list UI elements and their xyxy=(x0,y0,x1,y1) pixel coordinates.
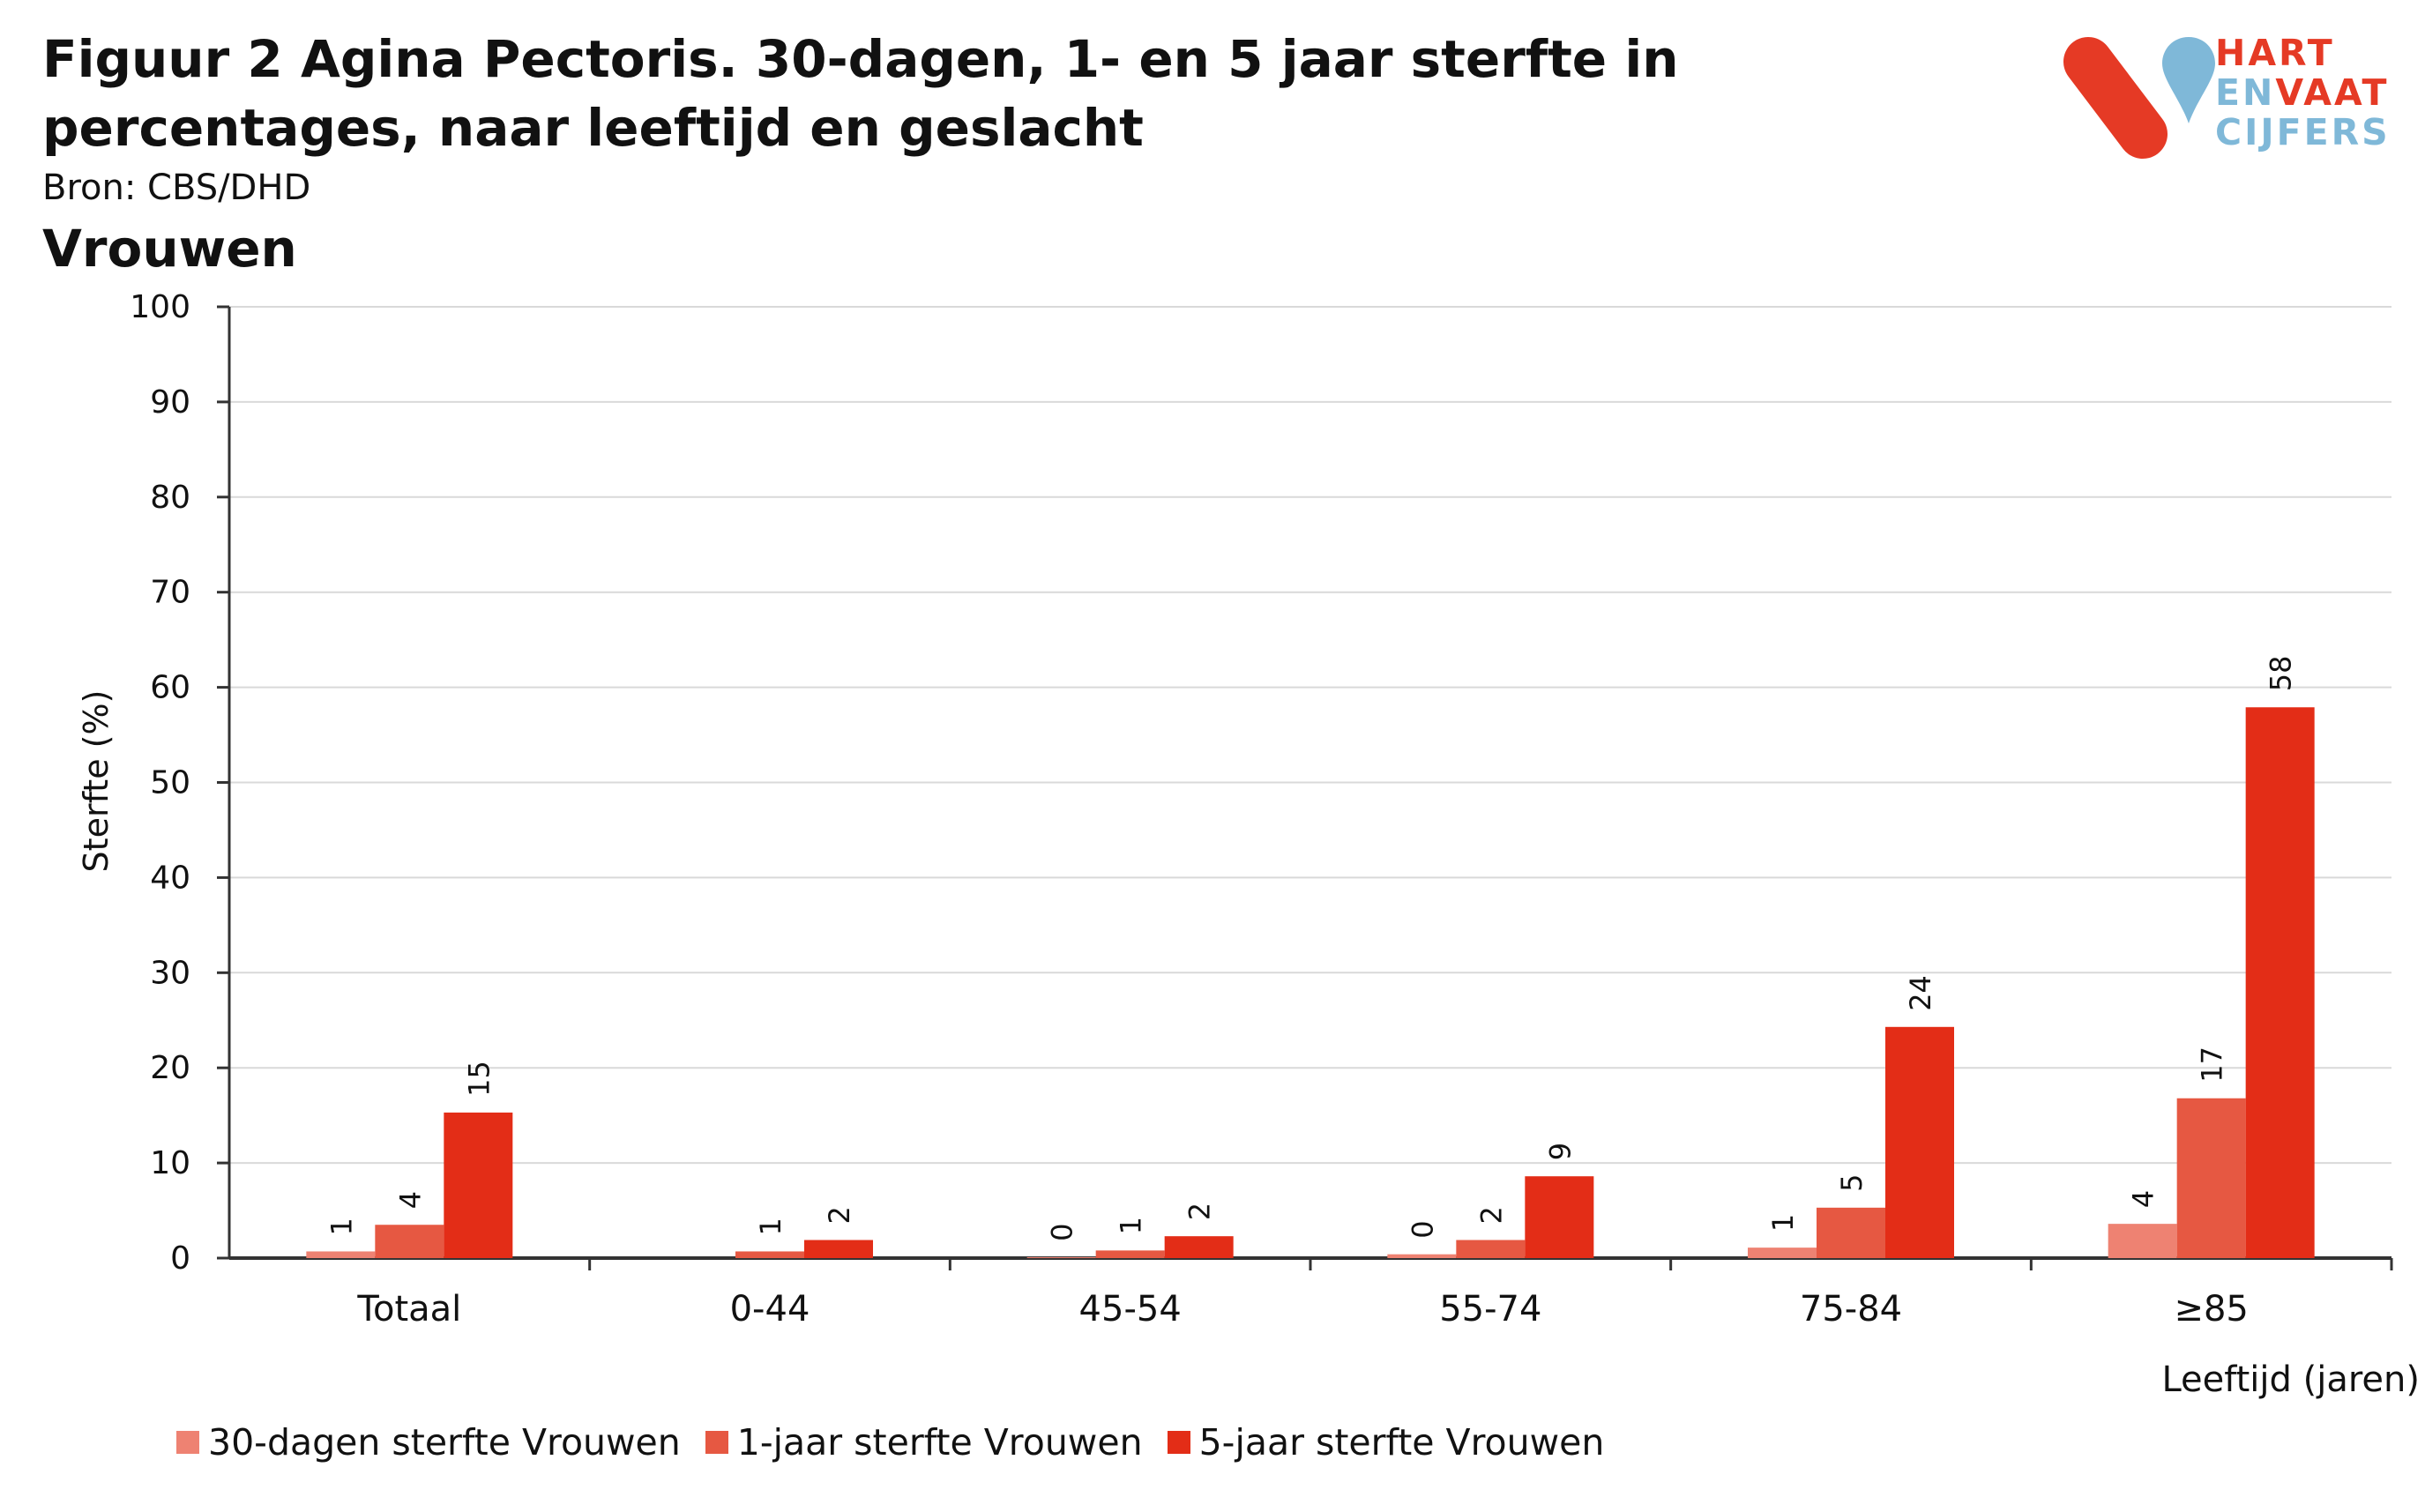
bar-1-0 xyxy=(375,1225,444,1258)
logo-line-3: CIJFERS xyxy=(2215,111,2391,153)
legend-label-5-jaar: 5-jaar sterfte Vrouwen xyxy=(1198,1421,1605,1464)
bar-1-5 xyxy=(2176,1098,2246,1258)
data-label-0-5: 4 xyxy=(2127,1190,2160,1208)
y-tick-label-20: 20 xyxy=(150,1050,190,1086)
data-label-2-2: 2 xyxy=(1183,1203,1217,1220)
logo-red-stroke xyxy=(2063,37,2168,159)
y-tick-label-70: 70 xyxy=(150,575,190,611)
logo-line-1: HART xyxy=(2215,32,2335,74)
logo-line-2a: EN xyxy=(2215,71,2276,114)
data-label-0-4: 1 xyxy=(1766,1214,1800,1232)
bar-1-3 xyxy=(1456,1240,1526,1258)
data-label-2-0: 15 xyxy=(462,1061,496,1097)
bar-1-1 xyxy=(735,1251,804,1258)
x-tick-label-2: 45-54 xyxy=(1079,1289,1182,1330)
x-tick-label-3: 55-74 xyxy=(1439,1289,1541,1330)
y-tick-label-90: 90 xyxy=(150,384,190,421)
bar-chart: 0102030405060708090100Totaal14150-441245… xyxy=(77,289,2420,1400)
y-axis-title: Sterfte (%) xyxy=(77,690,116,873)
legend-swatch-30-dagen xyxy=(176,1431,199,1454)
bar-2-1 xyxy=(804,1240,873,1258)
legend-item-5-jaar: 5-jaar sterfte Vrouwen xyxy=(1167,1421,1605,1464)
data-label-0-0: 1 xyxy=(325,1218,358,1235)
y-tick-label-100: 100 xyxy=(130,289,190,325)
y-tick-label-10: 10 xyxy=(150,1145,190,1181)
data-label-2-4: 24 xyxy=(1904,975,1937,1011)
data-label-0-3: 0 xyxy=(1406,1220,1439,1238)
legend-label-30-dagen: 30-dagen sterfte Vrouwen xyxy=(208,1421,681,1464)
x-tick-label-0: Totaal xyxy=(356,1289,461,1330)
bar-1-4 xyxy=(1817,1207,1885,1258)
data-label-1-1: 1 xyxy=(754,1218,787,1235)
bar-0-3 xyxy=(1387,1254,1457,1258)
bar-2-3 xyxy=(1525,1176,1594,1258)
data-label-0-2: 0 xyxy=(1046,1224,1079,1241)
chart-title: Figuur 2 Agina Pectoris. 30-dagen, 1- en… xyxy=(42,29,1679,158)
x-tick-label-1: 0-44 xyxy=(730,1289,810,1330)
bar-0-5 xyxy=(2108,1224,2177,1258)
logo-blue-drop xyxy=(2162,37,2215,123)
chart-subtitle: Vrouwen xyxy=(42,219,297,279)
x-tick-label-5: ≥85 xyxy=(2174,1289,2248,1330)
y-tick-label-40: 40 xyxy=(150,860,190,896)
bar-2-5 xyxy=(2245,707,2315,1258)
y-tick-label-30: 30 xyxy=(150,955,190,991)
x-tick-label-4: 75-84 xyxy=(1800,1289,1902,1330)
x-axis-title: Leeftijd (jaren) xyxy=(2161,1359,2420,1400)
bar-2-2 xyxy=(1164,1236,1234,1258)
bar-2-4 xyxy=(1885,1026,1954,1258)
y-tick-label-80: 80 xyxy=(150,480,190,516)
bar-0-0 xyxy=(306,1251,376,1258)
y-tick-label-50: 50 xyxy=(150,765,190,801)
data-label-2-1: 2 xyxy=(823,1206,856,1224)
data-label-1-2: 1 xyxy=(1115,1217,1148,1234)
y-tick-label-0: 0 xyxy=(170,1240,190,1277)
logo-wordmark: HART ENVAAT CIJFERS xyxy=(2215,34,2391,153)
legend-swatch-5-jaar xyxy=(1167,1431,1190,1454)
bar-0-4 xyxy=(1748,1248,1817,1258)
bar-0-2 xyxy=(1026,1256,1096,1258)
chart-legend: 30-dagen sterfte Vrouwen 1-jaar sterfte … xyxy=(176,1421,1604,1464)
data-label-1-3: 2 xyxy=(1474,1206,1508,1224)
bar-1-2 xyxy=(1095,1250,1165,1258)
y-tick-label-60: 60 xyxy=(150,670,190,706)
legend-swatch-1-jaar xyxy=(705,1431,728,1454)
source-note: Bron: CBS/DHD xyxy=(42,168,311,208)
logo-line-2b: VAAT xyxy=(2275,71,2390,114)
legend-label-1-jaar: 1-jaar sterfte Vrouwen xyxy=(736,1421,1143,1464)
data-label-1-5: 17 xyxy=(2196,1046,2229,1083)
legend-item-1-jaar: 1-jaar sterfte Vrouwen xyxy=(705,1421,1143,1464)
bar-2-0 xyxy=(444,1112,513,1258)
legend-item-30-dagen: 30-dagen sterfte Vrouwen xyxy=(176,1421,681,1464)
data-label-1-0: 4 xyxy=(393,1191,427,1209)
data-label-2-3: 9 xyxy=(1543,1143,1577,1160)
data-label-1-4: 5 xyxy=(1835,1173,1869,1191)
data-label-2-5: 58 xyxy=(2265,656,2298,692)
hartenvaat-logo-icon xyxy=(2063,37,2215,159)
